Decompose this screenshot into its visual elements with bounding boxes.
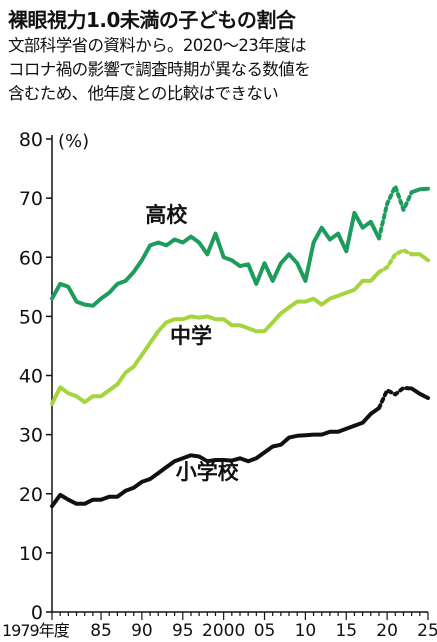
x-tick-label: 15 [335,621,357,641]
x-tick-label: 95 [172,621,194,641]
series-line-high-dashed [377,184,414,241]
series-label-high: 高校 [145,203,188,227]
y-tick-label: 50 [19,306,43,328]
series-label-elem: 小学校 [176,460,240,484]
series-line-middle-recent [409,252,430,263]
y-tick-label: 70 [19,188,43,210]
series-line-elem [50,406,381,509]
series-line-middle-dashed [377,248,414,274]
y-tick-label: 40 [19,366,43,388]
y-tick-label: 0 [31,602,43,624]
subtitle-line-1: 文部科学省の資料から。2020～23年度は [8,36,306,55]
chart-title: 裸眼視力1.0未満の子どもの割合 [8,8,296,32]
x-tick-label: 20 [376,621,398,641]
series-line-elem-recent [409,386,430,400]
y-tick-label: 20 [19,484,43,506]
x-tick-label: 2000 [202,621,245,641]
x-tick-label: 90 [131,621,153,641]
y-tick-label: 80 [19,129,43,151]
series-line-middle [50,270,381,406]
x-tick-label: 1979年度 [2,621,70,640]
x-tick-label: 25 [417,621,437,641]
x-tick-label: 85 [90,621,112,641]
series-line-high-recent [409,186,430,195]
series-line-high [50,210,381,308]
y-tick-label: 30 [19,425,43,447]
subtitle-line-3: 含むため、他年度との比較はできない [8,84,279,103]
series-line-elem-dashed [377,385,414,410]
chart-subtitle: 文部科学省の資料から。2020～23年度は コロナ禍の影響で調査時期が異なる数値… [8,34,433,106]
x-tick-label: 10 [295,621,317,641]
y-tick-label: 10 [19,543,43,565]
subtitle-line-2: コロナ禍の影響で調査時期が異なる数値を [8,60,311,79]
x-tick-label: 05 [254,621,276,641]
y-axis-unit: (%) [58,131,89,152]
y-tick-label: 60 [19,247,43,269]
series-label-middle: 中学 [170,324,212,348]
